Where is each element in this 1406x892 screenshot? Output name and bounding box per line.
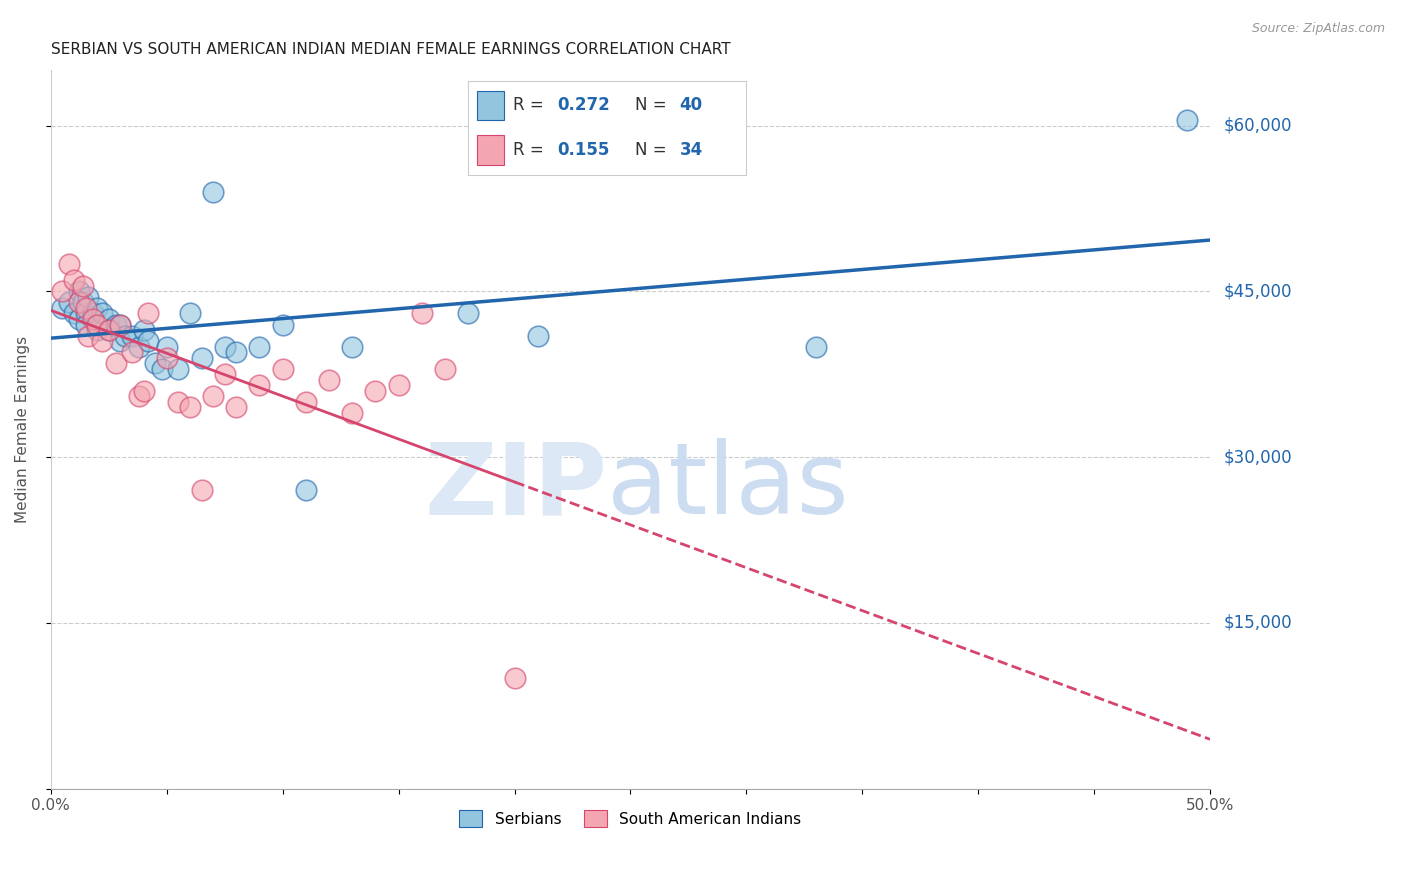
Point: [110, 318, 132, 332]
Point: [63, 273, 86, 287]
Point: [90, 334, 112, 348]
Point: [75, 301, 97, 315]
Point: [90, 306, 112, 320]
Point: [72, 278, 94, 293]
Point: [136, 306, 159, 320]
Point: [128, 340, 150, 354]
Point: [97, 312, 120, 326]
Text: $60,000: $60,000: [1225, 117, 1292, 135]
Point: [110, 334, 132, 348]
Point: [214, 368, 236, 382]
Point: [97, 323, 120, 337]
Text: $45,000: $45,000: [1225, 283, 1292, 301]
Point: [202, 389, 225, 403]
Legend: Serbians, South American Indians: Serbians, South American Indians: [451, 803, 808, 835]
Point: [86, 318, 108, 332]
Point: [136, 334, 159, 348]
Text: atlas: atlas: [607, 439, 849, 535]
Point: [295, 483, 318, 498]
Point: [86, 323, 108, 337]
Point: [179, 306, 201, 320]
Point: [388, 378, 411, 392]
Point: [364, 384, 387, 398]
Point: [150, 361, 173, 376]
Point: [503, 671, 526, 685]
Text: ZIP: ZIP: [425, 439, 607, 535]
Point: [342, 406, 364, 420]
Point: [167, 395, 190, 409]
Point: [82, 312, 104, 326]
Point: [110, 318, 132, 332]
Point: [167, 361, 190, 376]
Point: [249, 378, 271, 392]
Point: [128, 389, 150, 403]
Point: [318, 373, 340, 387]
Text: $15,000: $15,000: [1225, 614, 1292, 632]
Point: [77, 290, 100, 304]
Point: [63, 306, 86, 320]
Point: [156, 351, 179, 365]
Point: [156, 340, 179, 354]
Point: [225, 345, 247, 359]
Point: [433, 361, 456, 376]
Point: [214, 340, 236, 354]
Point: [121, 328, 143, 343]
Point: [51, 285, 73, 299]
Point: [190, 483, 212, 498]
Point: [121, 345, 143, 359]
Point: [179, 401, 201, 415]
Point: [75, 318, 97, 332]
Point: [67, 312, 90, 326]
Point: [104, 356, 127, 370]
Point: [72, 295, 94, 310]
Point: [104, 318, 127, 332]
Point: [97, 323, 120, 337]
Point: [526, 328, 548, 343]
Point: [82, 306, 104, 320]
Point: [75, 306, 97, 320]
Point: [132, 323, 155, 337]
Point: [271, 318, 294, 332]
Point: [202, 185, 225, 199]
Point: [457, 306, 479, 320]
Point: [58, 295, 80, 310]
Point: [77, 328, 100, 343]
Point: [132, 384, 155, 398]
Text: $30,000: $30,000: [1225, 448, 1292, 467]
Point: [58, 257, 80, 271]
Point: [143, 356, 166, 370]
Y-axis label: Median Female Earnings: Median Female Earnings: [15, 336, 30, 523]
Point: [51, 301, 73, 315]
Point: [1175, 113, 1198, 128]
Point: [67, 285, 90, 299]
Point: [411, 306, 433, 320]
Point: [295, 395, 318, 409]
Text: Source: ZipAtlas.com: Source: ZipAtlas.com: [1251, 22, 1385, 36]
Point: [225, 401, 247, 415]
Text: SERBIAN VS SOUTH AMERICAN INDIAN MEDIAN FEMALE EARNINGS CORRELATION CHART: SERBIAN VS SOUTH AMERICAN INDIAN MEDIAN …: [51, 42, 731, 57]
Point: [804, 340, 827, 354]
Point: [271, 361, 294, 376]
Point: [190, 351, 212, 365]
Point: [67, 295, 90, 310]
Point: [114, 328, 136, 343]
Point: [86, 301, 108, 315]
Point: [249, 340, 271, 354]
Point: [342, 340, 364, 354]
